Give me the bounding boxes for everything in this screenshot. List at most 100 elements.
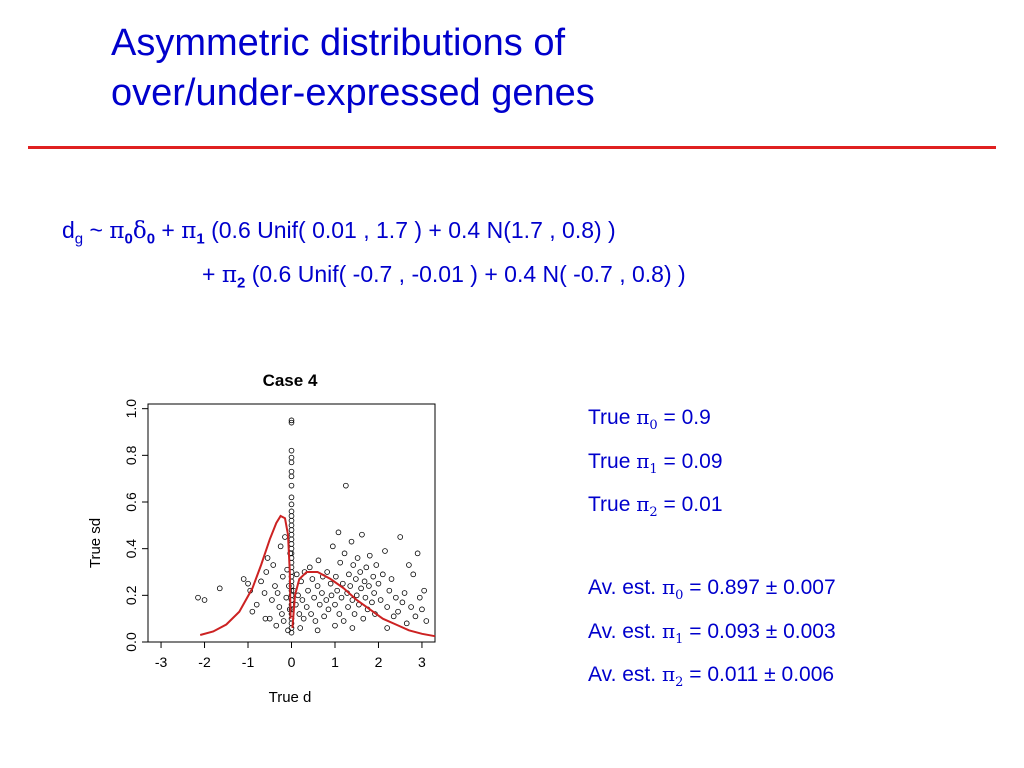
data-point bbox=[349, 597, 356, 603]
data-point bbox=[414, 550, 421, 557]
data-point bbox=[264, 555, 271, 561]
data-point bbox=[350, 562, 357, 568]
data-point bbox=[296, 611, 303, 617]
title-line-1: Asymmetric distributions of bbox=[111, 22, 566, 64]
data-point bbox=[386, 587, 393, 594]
data-point bbox=[338, 594, 345, 601]
data-point bbox=[419, 606, 425, 613]
data-point bbox=[258, 578, 264, 585]
data-point bbox=[272, 583, 278, 589]
data-point bbox=[195, 594, 201, 601]
data-point bbox=[286, 583, 292, 589]
data-point bbox=[201, 597, 208, 603]
density-curve bbox=[291, 571, 436, 638]
data-point bbox=[280, 618, 287, 624]
data-point bbox=[412, 613, 419, 620]
data-point bbox=[280, 573, 286, 580]
data-point bbox=[273, 622, 280, 629]
data-point bbox=[348, 538, 355, 545]
data-point bbox=[340, 618, 347, 624]
data-point bbox=[366, 552, 373, 559]
data-point bbox=[303, 604, 310, 610]
data-point bbox=[288, 447, 295, 454]
data-point bbox=[288, 494, 295, 501]
x-tick-label: 1 bbox=[331, 654, 339, 670]
data-point bbox=[288, 513, 295, 519]
data-point bbox=[328, 592, 335, 599]
y-axis-label: True sd bbox=[87, 518, 104, 568]
data-point bbox=[363, 564, 370, 571]
data-point bbox=[293, 571, 300, 578]
data-point bbox=[327, 580, 334, 587]
data-point bbox=[373, 562, 380, 568]
data-point bbox=[299, 597, 306, 603]
data-point bbox=[285, 627, 291, 634]
data-point bbox=[216, 585, 223, 592]
data-point bbox=[353, 576, 359, 582]
data-point bbox=[337, 559, 344, 566]
density-curves bbox=[199, 514, 436, 638]
data-point bbox=[361, 578, 368, 585]
true-value-row: True π1 = 0.09 bbox=[588, 448, 723, 477]
formula-line-1: dg ~ π0δ0 + π1 (0.6 Unif( 0.01 , 1.7 ) +… bbox=[62, 217, 616, 248]
data-point bbox=[333, 573, 339, 580]
data-point bbox=[335, 529, 342, 536]
data-point bbox=[346, 571, 352, 578]
estimate-row: Av. est. π1 = 0.093 ± 0.003 bbox=[588, 618, 836, 647]
data-point bbox=[357, 569, 364, 575]
data-point bbox=[288, 522, 295, 529]
data-point bbox=[421, 587, 427, 594]
data-point bbox=[369, 599, 375, 606]
data-point bbox=[277, 543, 284, 550]
y-tick-label: 0.8 bbox=[123, 445, 139, 465]
data-point bbox=[403, 620, 410, 627]
data-point bbox=[288, 536, 295, 543]
y-tick-label: 0.4 bbox=[123, 539, 139, 559]
data-point bbox=[316, 601, 323, 608]
data-point bbox=[341, 550, 348, 557]
data-point bbox=[308, 611, 314, 617]
y-tick-label: 0.2 bbox=[123, 585, 139, 605]
x-tick-label: 0 bbox=[288, 654, 296, 670]
data-point bbox=[366, 583, 372, 589]
data-point bbox=[288, 517, 295, 524]
scatter-points bbox=[195, 417, 430, 636]
y-tick-label: 0.6 bbox=[123, 492, 139, 512]
x-tick-label: 3 bbox=[418, 654, 426, 670]
formula-term-1: (0.6 Unif( 0.01 , 1.7 ) + 0.4 N(1.7 , 0.… bbox=[211, 217, 616, 243]
data-point bbox=[388, 576, 395, 582]
data-point bbox=[358, 585, 364, 592]
x-tick-label: -1 bbox=[242, 654, 255, 670]
data-point bbox=[332, 622, 338, 629]
data-point bbox=[282, 534, 288, 540]
data-point bbox=[319, 590, 325, 596]
data-point bbox=[345, 604, 351, 610]
data-point bbox=[334, 587, 340, 594]
data-point bbox=[397, 534, 404, 540]
data-point bbox=[359, 531, 365, 538]
data-point bbox=[423, 618, 430, 624]
data-point bbox=[325, 606, 332, 613]
density-curve bbox=[199, 514, 292, 636]
data-point bbox=[288, 417, 295, 424]
slide-title: Asymmetric distributions of over/under-e… bbox=[111, 18, 991, 118]
data-point bbox=[266, 615, 273, 622]
y-tick-label: 0.0 bbox=[123, 632, 139, 652]
title-divider bbox=[28, 146, 996, 149]
data-point bbox=[312, 618, 319, 624]
data-point bbox=[340, 580, 346, 587]
data-point bbox=[330, 543, 336, 550]
data-point bbox=[288, 527, 295, 533]
x-tick-label: 2 bbox=[375, 654, 383, 670]
data-point bbox=[262, 615, 269, 622]
x-axis-label: True d bbox=[269, 689, 312, 706]
data-point bbox=[377, 597, 384, 603]
data-point bbox=[288, 545, 295, 552]
chart-title: Case 4 bbox=[263, 371, 318, 390]
data-point bbox=[336, 611, 343, 617]
true-value-row: True π2 = 0.01 bbox=[588, 492, 723, 521]
axes: -3 -2 -1 0 1 2 3 0.0 0.2 0.4 0.6 0.8 1.0 bbox=[123, 399, 426, 670]
data-point bbox=[371, 590, 377, 596]
data-point bbox=[249, 608, 256, 615]
data-point bbox=[399, 599, 406, 606]
